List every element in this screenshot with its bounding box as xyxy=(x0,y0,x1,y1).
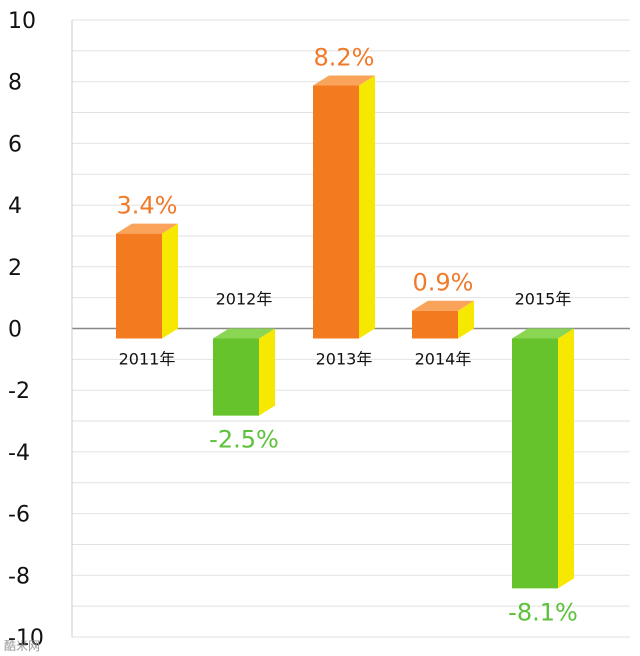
watermark-text: 酷米网 xyxy=(4,639,40,653)
y-tick-label: 2 xyxy=(8,256,22,281)
bar-2014年 xyxy=(412,300,474,339)
bar-front xyxy=(512,338,558,589)
bar-top xyxy=(213,328,275,339)
bars xyxy=(116,75,574,589)
bar-2013年 xyxy=(313,75,375,339)
bar-side xyxy=(259,328,275,416)
category-label: 2014年 xyxy=(415,350,472,369)
labels: 3.4% 2011年 -2.5% 2012年 8.2% 2013年 0.9% 2014年 -8.… xyxy=(117,44,578,627)
bar-top xyxy=(512,328,574,339)
y-tick-label: 6 xyxy=(8,132,22,157)
bar-side xyxy=(359,75,375,339)
data-label: 3.4% xyxy=(117,192,178,220)
bar-top xyxy=(313,75,375,86)
bar-front xyxy=(412,310,458,339)
bar-front xyxy=(213,338,259,416)
y-tick-label: -6 xyxy=(8,503,30,528)
bar-top xyxy=(116,223,178,234)
y-tick-label: 10 xyxy=(8,9,36,34)
y-tick-label: 4 xyxy=(8,194,22,219)
data-label: -8.1% xyxy=(508,598,578,626)
y-tick-label: -4 xyxy=(8,441,30,466)
data-label: 8.2% xyxy=(314,44,375,72)
y-tick-label: -10 xyxy=(8,626,44,651)
y-tick-label: -8 xyxy=(8,564,30,589)
y-tick-label: 0 xyxy=(8,318,22,343)
bar-top xyxy=(412,300,474,311)
bar-side xyxy=(458,300,474,339)
bar-side xyxy=(162,223,178,339)
bar-side xyxy=(558,328,574,589)
y-tick-label: 8 xyxy=(8,71,22,96)
bar-2012年 xyxy=(213,328,275,416)
bar-front xyxy=(116,233,162,339)
category-label: 2013年 xyxy=(316,350,373,369)
bar-front xyxy=(313,85,359,339)
category-label: 2011年 xyxy=(119,350,176,369)
y-axis: 10 8 6 4 2 0 -2 -4 -6 -8 -10 xyxy=(8,9,73,651)
bar-2011年 xyxy=(116,223,178,339)
y-tick-label: -2 xyxy=(8,379,30,404)
data-label: -2.5% xyxy=(209,426,279,454)
bar-2015年 xyxy=(512,328,574,589)
category-label: 2012年 xyxy=(216,290,273,309)
data-label: 0.9% xyxy=(413,269,474,297)
category-label: 2015年 xyxy=(515,290,572,309)
